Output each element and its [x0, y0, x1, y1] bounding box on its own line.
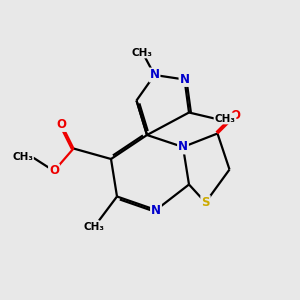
Text: CH₃: CH₃: [84, 221, 105, 232]
Text: CH₃: CH₃: [12, 152, 33, 163]
Text: N: N: [178, 140, 188, 154]
Text: O: O: [230, 109, 241, 122]
Text: N: N: [179, 73, 190, 86]
Text: O: O: [56, 118, 67, 131]
Text: CH₃: CH₃: [214, 113, 236, 124]
Text: N: N: [149, 68, 160, 82]
Text: S: S: [201, 196, 210, 209]
Text: CH₃: CH₃: [132, 47, 153, 58]
Text: N: N: [151, 203, 161, 217]
Text: O: O: [49, 164, 59, 178]
